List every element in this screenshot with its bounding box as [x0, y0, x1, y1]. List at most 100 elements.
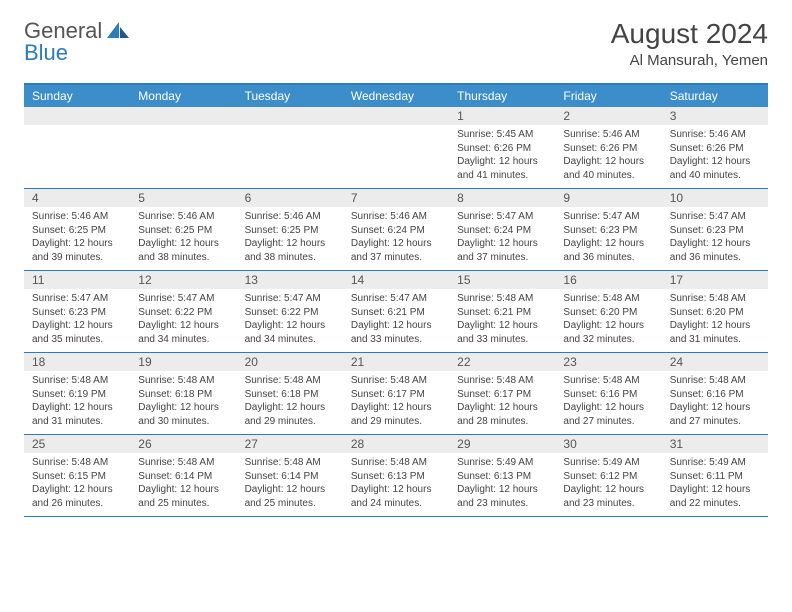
day-number: 29 [449, 435, 555, 453]
day-details: Sunrise: 5:47 AMSunset: 6:21 PMDaylight:… [343, 289, 449, 352]
dayname-thursday: Thursday [449, 85, 555, 107]
day-cell: 31Sunrise: 5:49 AMSunset: 6:11 PMDayligh… [662, 435, 768, 516]
day-number: 7 [343, 189, 449, 207]
day-details: Sunrise: 5:47 AMSunset: 6:23 PMDaylight:… [24, 289, 130, 352]
day-number: 15 [449, 271, 555, 289]
day-number: 22 [449, 353, 555, 371]
day-cell: 22Sunrise: 5:48 AMSunset: 6:17 PMDayligh… [449, 353, 555, 434]
day-cell: 19Sunrise: 5:48 AMSunset: 6:18 PMDayligh… [130, 353, 236, 434]
day-number: 5 [130, 189, 236, 207]
header: General August 2024 Al Mansurah, Yemen [24, 18, 768, 69]
day-details: Sunrise: 5:46 AMSunset: 6:26 PMDaylight:… [662, 125, 768, 188]
day-cell [130, 107, 236, 188]
calendar: SundayMondayTuesdayWednesdayThursdayFrid… [24, 83, 768, 517]
day-number [24, 107, 130, 125]
day-cell: 11Sunrise: 5:47 AMSunset: 6:23 PMDayligh… [24, 271, 130, 352]
day-details: Sunrise: 5:48 AMSunset: 6:21 PMDaylight:… [449, 289, 555, 352]
logo-text-2: Blue [24, 40, 68, 66]
day-number: 12 [130, 271, 236, 289]
day-cell: 7Sunrise: 5:46 AMSunset: 6:24 PMDaylight… [343, 189, 449, 270]
day-number: 10 [662, 189, 768, 207]
day-cell: 8Sunrise: 5:47 AMSunset: 6:24 PMDaylight… [449, 189, 555, 270]
day-details: Sunrise: 5:49 AMSunset: 6:11 PMDaylight:… [662, 453, 768, 516]
dayname-monday: Monday [130, 85, 236, 107]
day-cell: 12Sunrise: 5:47 AMSunset: 6:22 PMDayligh… [130, 271, 236, 352]
day-number [343, 107, 449, 125]
day-number: 20 [237, 353, 343, 371]
day-number: 26 [130, 435, 236, 453]
dayname-friday: Friday [555, 85, 661, 107]
day-cell: 29Sunrise: 5:49 AMSunset: 6:13 PMDayligh… [449, 435, 555, 516]
day-number: 9 [555, 189, 661, 207]
day-cell: 30Sunrise: 5:49 AMSunset: 6:12 PMDayligh… [555, 435, 661, 516]
day-number: 8 [449, 189, 555, 207]
day-cell: 26Sunrise: 5:48 AMSunset: 6:14 PMDayligh… [130, 435, 236, 516]
day-details: Sunrise: 5:48 AMSunset: 6:13 PMDaylight:… [343, 453, 449, 516]
dayname-row: SundayMondayTuesdayWednesdayThursdayFrid… [24, 85, 768, 107]
day-cell: 3Sunrise: 5:46 AMSunset: 6:26 PMDaylight… [662, 107, 768, 188]
dayname-tuesday: Tuesday [237, 85, 343, 107]
day-cell: 28Sunrise: 5:48 AMSunset: 6:13 PMDayligh… [343, 435, 449, 516]
day-number: 2 [555, 107, 661, 125]
day-cell: 4Sunrise: 5:46 AMSunset: 6:25 PMDaylight… [24, 189, 130, 270]
dayname-sunday: Sunday [24, 85, 130, 107]
day-number: 25 [24, 435, 130, 453]
day-details: Sunrise: 5:48 AMSunset: 6:14 PMDaylight:… [237, 453, 343, 516]
day-details: Sunrise: 5:48 AMSunset: 6:16 PMDaylight:… [555, 371, 661, 434]
day-details: Sunrise: 5:48 AMSunset: 6:16 PMDaylight:… [662, 371, 768, 434]
day-details: Sunrise: 5:48 AMSunset: 6:19 PMDaylight:… [24, 371, 130, 434]
day-cell: 5Sunrise: 5:46 AMSunset: 6:25 PMDaylight… [130, 189, 236, 270]
day-number: 6 [237, 189, 343, 207]
day-cell [343, 107, 449, 188]
day-details: Sunrise: 5:48 AMSunset: 6:15 PMDaylight:… [24, 453, 130, 516]
day-cell: 24Sunrise: 5:48 AMSunset: 6:16 PMDayligh… [662, 353, 768, 434]
day-details: Sunrise: 5:46 AMSunset: 6:25 PMDaylight:… [24, 207, 130, 270]
day-number: 14 [343, 271, 449, 289]
day-details: Sunrise: 5:48 AMSunset: 6:20 PMDaylight:… [662, 289, 768, 352]
day-cell: 21Sunrise: 5:48 AMSunset: 6:17 PMDayligh… [343, 353, 449, 434]
logo-sail-icon [107, 22, 129, 40]
day-details: Sunrise: 5:48 AMSunset: 6:18 PMDaylight:… [237, 371, 343, 434]
day-number: 31 [662, 435, 768, 453]
week-row: 25Sunrise: 5:48 AMSunset: 6:15 PMDayligh… [24, 435, 768, 517]
day-number: 23 [555, 353, 661, 371]
day-details: Sunrise: 5:48 AMSunset: 6:18 PMDaylight:… [130, 371, 236, 434]
day-cell: 23Sunrise: 5:48 AMSunset: 6:16 PMDayligh… [555, 353, 661, 434]
day-number [130, 107, 236, 125]
day-details: Sunrise: 5:48 AMSunset: 6:20 PMDaylight:… [555, 289, 661, 352]
day-details: Sunrise: 5:47 AMSunset: 6:23 PMDaylight:… [662, 207, 768, 270]
day-cell: 10Sunrise: 5:47 AMSunset: 6:23 PMDayligh… [662, 189, 768, 270]
day-cell: 17Sunrise: 5:48 AMSunset: 6:20 PMDayligh… [662, 271, 768, 352]
day-number: 11 [24, 271, 130, 289]
day-details: Sunrise: 5:48 AMSunset: 6:17 PMDaylight:… [343, 371, 449, 434]
day-details: Sunrise: 5:47 AMSunset: 6:23 PMDaylight:… [555, 207, 661, 270]
location: Al Mansurah, Yemen [611, 52, 768, 69]
day-cell: 1Sunrise: 5:45 AMSunset: 6:26 PMDaylight… [449, 107, 555, 188]
day-cell: 18Sunrise: 5:48 AMSunset: 6:19 PMDayligh… [24, 353, 130, 434]
day-details [343, 125, 449, 183]
dayname-wednesday: Wednesday [343, 85, 449, 107]
day-details [130, 125, 236, 183]
day-details: Sunrise: 5:49 AMSunset: 6:12 PMDaylight:… [555, 453, 661, 516]
day-number: 28 [343, 435, 449, 453]
day-cell: 16Sunrise: 5:48 AMSunset: 6:20 PMDayligh… [555, 271, 661, 352]
day-cell: 13Sunrise: 5:47 AMSunset: 6:22 PMDayligh… [237, 271, 343, 352]
dayname-saturday: Saturday [662, 85, 768, 107]
day-details: Sunrise: 5:47 AMSunset: 6:22 PMDaylight:… [237, 289, 343, 352]
day-details: Sunrise: 5:45 AMSunset: 6:26 PMDaylight:… [449, 125, 555, 188]
week-row: 1Sunrise: 5:45 AMSunset: 6:26 PMDaylight… [24, 107, 768, 189]
day-cell: 15Sunrise: 5:48 AMSunset: 6:21 PMDayligh… [449, 271, 555, 352]
day-details [237, 125, 343, 183]
day-number: 21 [343, 353, 449, 371]
day-number: 19 [130, 353, 236, 371]
day-number: 16 [555, 271, 661, 289]
day-details: Sunrise: 5:49 AMSunset: 6:13 PMDaylight:… [449, 453, 555, 516]
day-cell: 25Sunrise: 5:48 AMSunset: 6:15 PMDayligh… [24, 435, 130, 516]
day-number: 4 [24, 189, 130, 207]
day-cell: 20Sunrise: 5:48 AMSunset: 6:18 PMDayligh… [237, 353, 343, 434]
week-row: 4Sunrise: 5:46 AMSunset: 6:25 PMDaylight… [24, 189, 768, 271]
day-cell: 2Sunrise: 5:46 AMSunset: 6:26 PMDaylight… [555, 107, 661, 188]
day-number: 24 [662, 353, 768, 371]
day-details: Sunrise: 5:47 AMSunset: 6:22 PMDaylight:… [130, 289, 236, 352]
day-cell [237, 107, 343, 188]
